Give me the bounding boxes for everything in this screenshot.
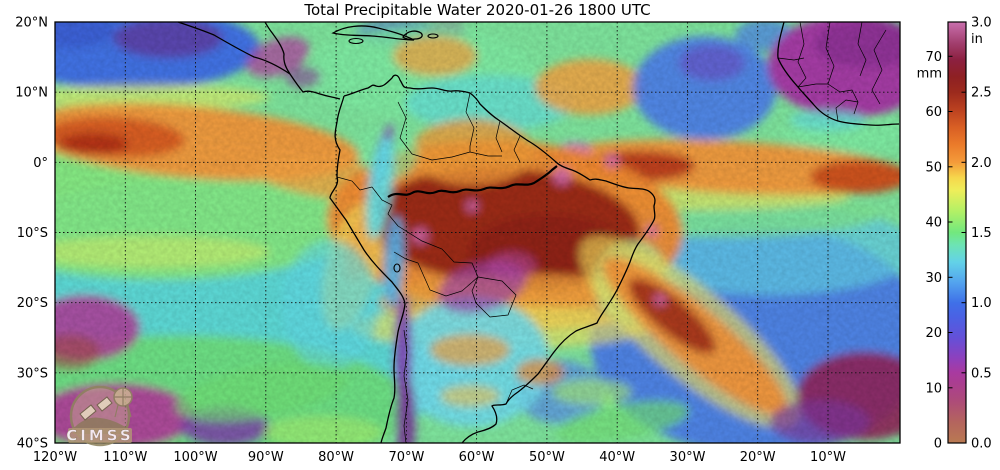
- tpw-field: [55, 22, 900, 443]
- colorbar-mm-label: 30: [925, 271, 942, 286]
- lat-tick-label: 0°: [33, 156, 48, 171]
- lat-tick-label: 10°S: [17, 226, 48, 241]
- pixel-noise: [55, 22, 900, 443]
- colorbar-in-label: 1.0: [971, 296, 992, 311]
- colorbar-mm-label: 0: [934, 437, 942, 452]
- colorbar-mm-label: 70: [925, 50, 942, 65]
- colorbar-in-label: 2.5: [971, 86, 992, 101]
- country-border: [393, 251, 419, 264]
- graticule: [55, 22, 900, 443]
- lon-tick-label: 50°W: [529, 450, 565, 465]
- lon-tick-label: 30°W: [670, 450, 706, 465]
- colorbar-in-label: 0.5: [971, 366, 992, 381]
- island: [348, 37, 364, 45]
- lon-tick-label: 60°W: [459, 450, 495, 465]
- lat-tick-label: 40°S: [17, 437, 48, 452]
- lon-tick-label: 90°W: [248, 450, 284, 465]
- amazon-river: [387, 165, 558, 198]
- lon-tick-label: 40°W: [599, 450, 635, 465]
- lon-tick-label: 110°W: [103, 450, 147, 465]
- island: [427, 33, 439, 39]
- country-border: [417, 262, 479, 297]
- country-border: [371, 186, 399, 227]
- coastline: [402, 30, 423, 41]
- coastline: [177, 21, 291, 75]
- colorbar-mm-label: 20: [925, 326, 942, 341]
- colorbar-unit-in: in: [971, 32, 983, 47]
- country-border: [857, 21, 867, 77]
- country-border: [397, 101, 413, 155]
- colorbar-mm-label: 40: [925, 216, 942, 231]
- colorbar-in-label: 0.0: [971, 437, 992, 452]
- country-border: [411, 151, 502, 161]
- coastline: [343, 74, 656, 444]
- colorbar-in-label: 2.0: [971, 156, 992, 171]
- lat-tick-label: 30°S: [17, 366, 48, 381]
- lat-tick-label: 10°N: [15, 86, 48, 101]
- country-border: [505, 384, 534, 405]
- country-border: [397, 225, 479, 278]
- lon-tick-label: 100°W: [173, 450, 217, 465]
- colorbar-mm-label: 50: [925, 160, 942, 175]
- colorbar-unit-mm: mm: [917, 66, 942, 81]
- colorbar-in-label: 1.5: [971, 226, 992, 241]
- lon-tick-label: 120°W: [33, 450, 77, 465]
- colorbar-mm-label: 10: [925, 381, 942, 396]
- country-border: [465, 92, 475, 152]
- country-border: [825, 21, 859, 115]
- country-border: [835, 99, 859, 122]
- lon-tick-label: 70°W: [388, 450, 424, 465]
- plot-title: Total Precipitable Water 2020-01-26 1800…: [304, 1, 651, 19]
- colorbar-mm-label: 60: [925, 105, 942, 120]
- country-border: [513, 135, 521, 163]
- lon-tick-label: 10°W: [810, 450, 846, 465]
- country-border: [777, 57, 805, 61]
- colorbar: 0 10 20 30 40 50 60 70 0.0 0.5 1.0 1.5 2.0 2.5 3.0 mm in: [917, 16, 992, 452]
- country-border: [871, 29, 887, 105]
- colorbar-in-label: 3.0: [971, 16, 992, 31]
- country-border: [797, 21, 807, 88]
- country-border: [471, 276, 517, 318]
- island: [393, 263, 401, 273]
- country-border: [403, 329, 409, 444]
- country-border: [336, 176, 373, 191]
- country-border: [797, 83, 828, 88]
- lat-tick-label: 20°S: [17, 296, 48, 311]
- country-border: [495, 120, 503, 153]
- lon-tick-label: 20°W: [740, 450, 776, 465]
- coastline: [331, 25, 415, 41]
- geography: [177, 21, 900, 444]
- coastline: [329, 95, 406, 444]
- lat-tick-label: 20°N: [15, 16, 48, 31]
- lon-tick-label: 80°W: [318, 450, 354, 465]
- map-frame: [54, 21, 901, 444]
